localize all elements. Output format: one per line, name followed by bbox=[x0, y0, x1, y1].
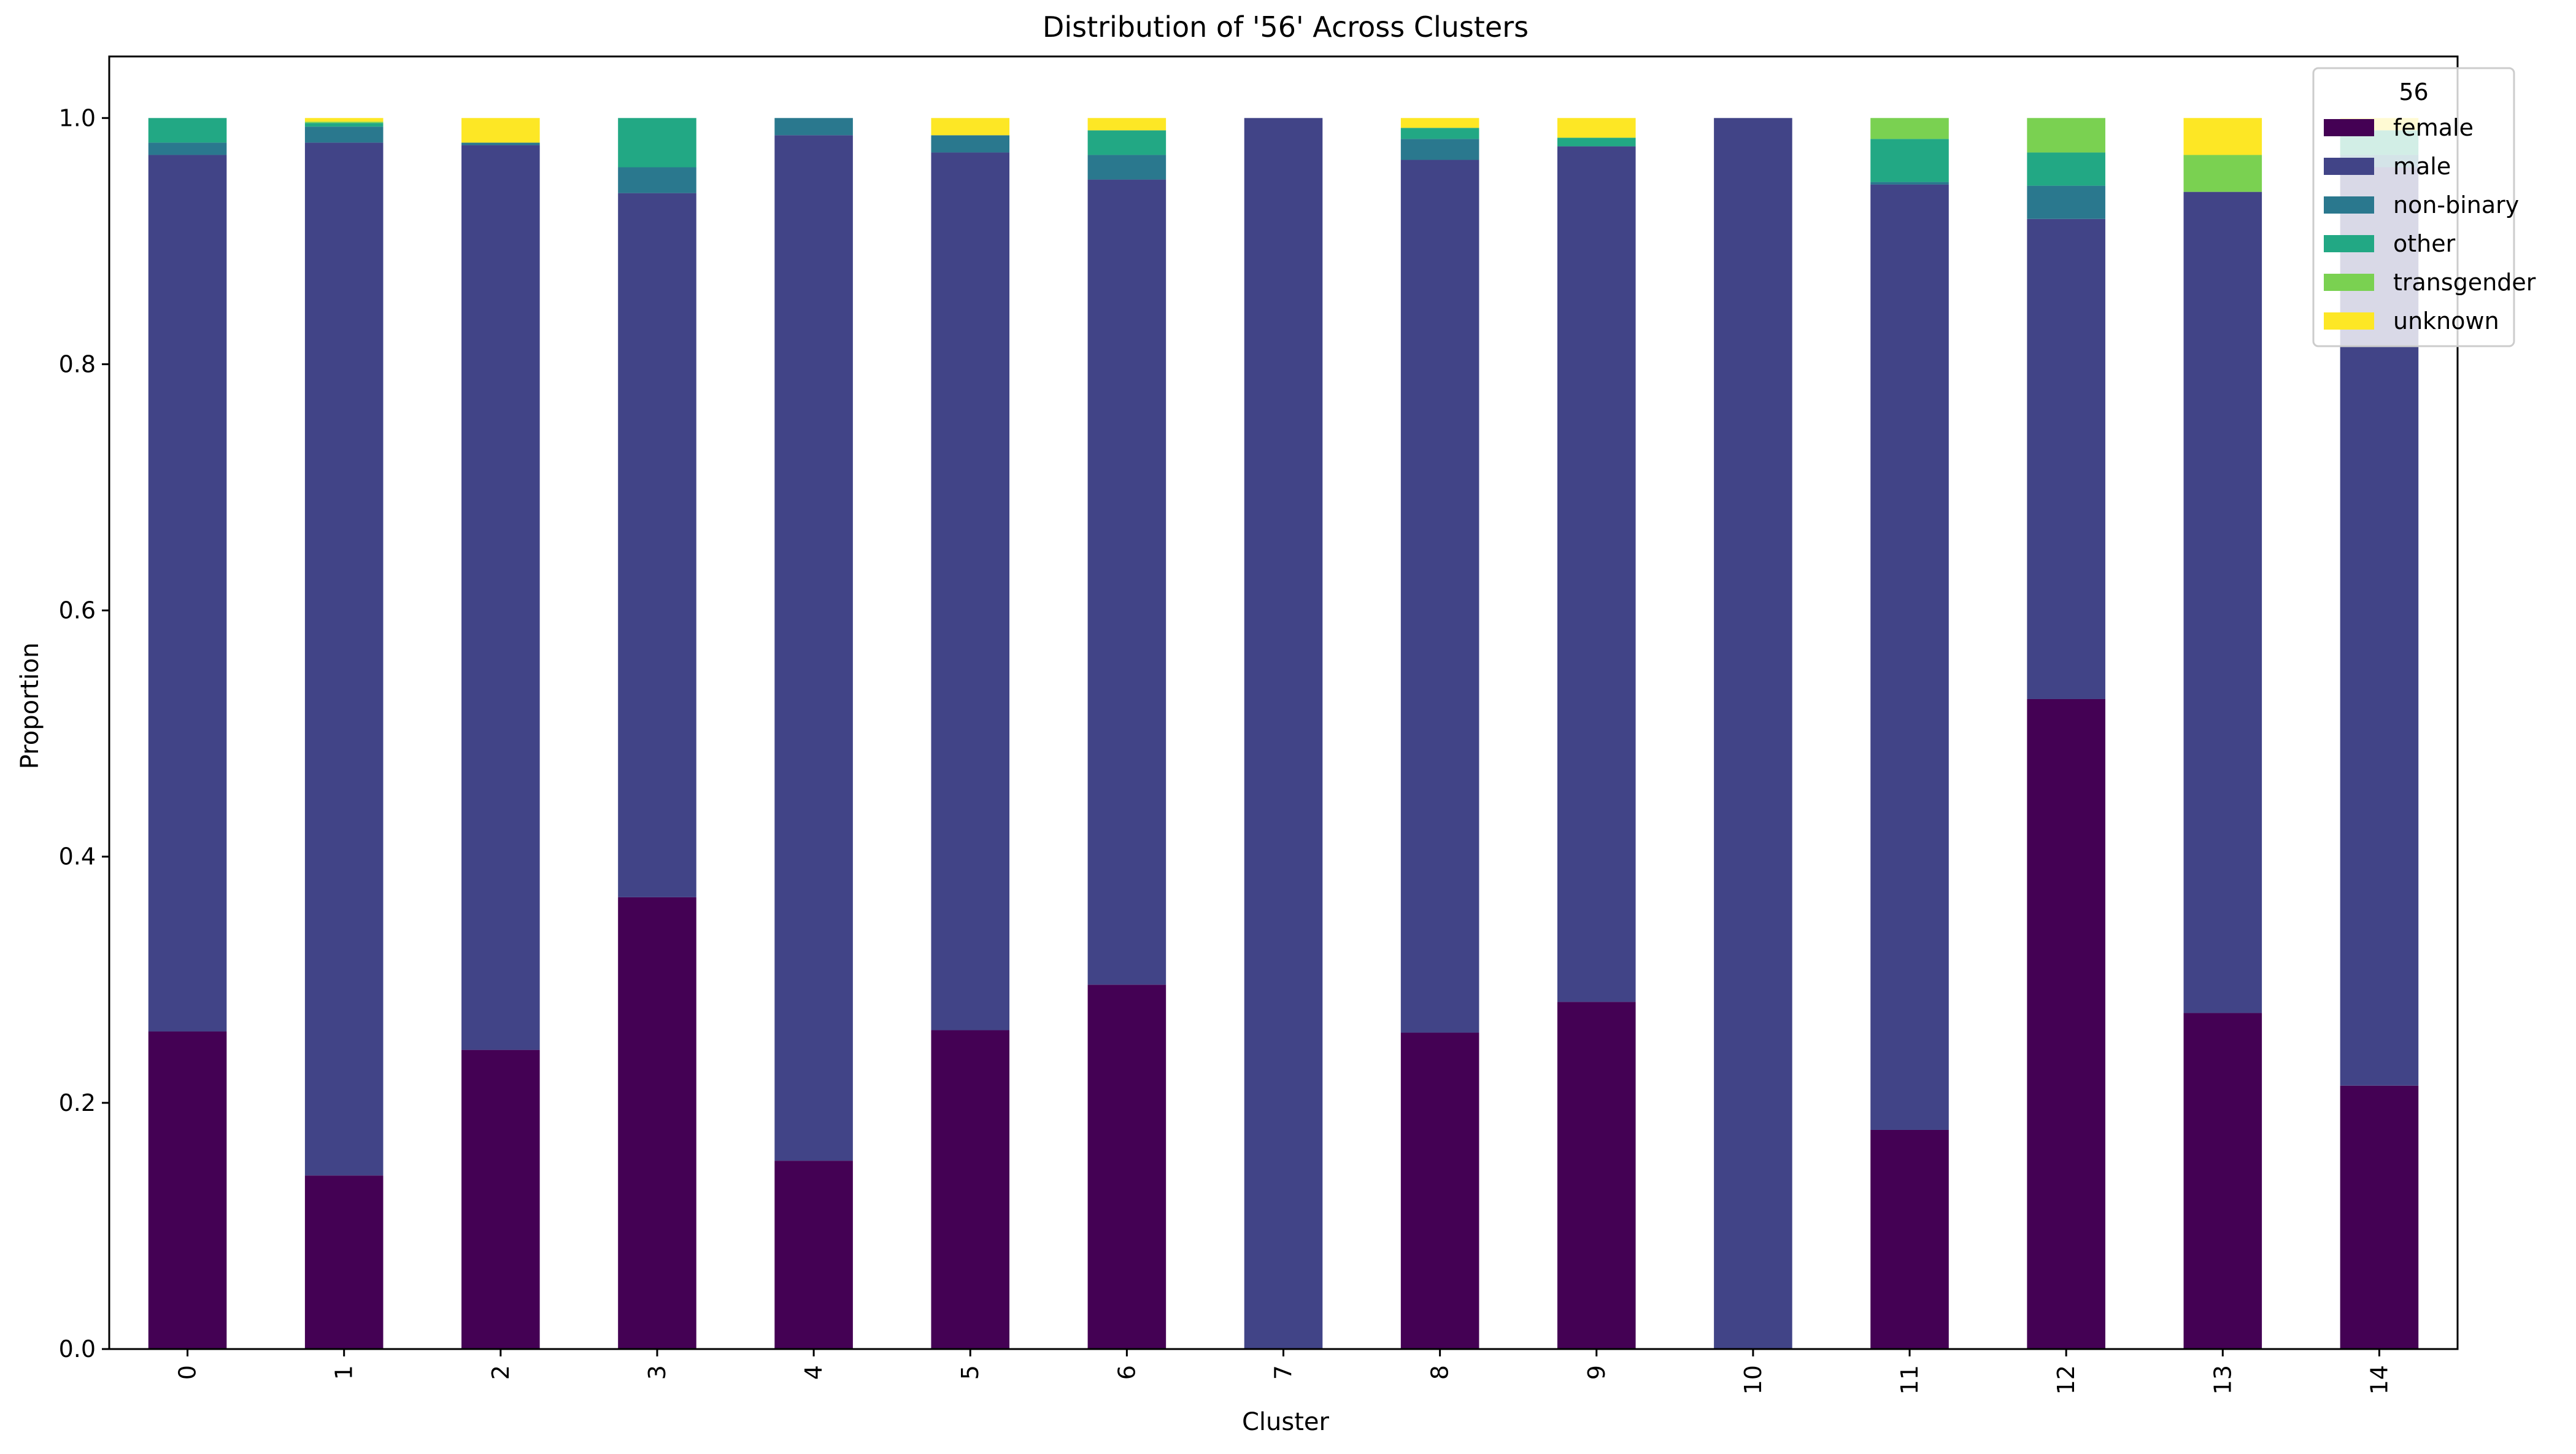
legend-title: 56 bbox=[2399, 79, 2428, 106]
x-tick-label: 10 bbox=[1740, 1365, 1767, 1394]
y-tick-label: 0.8 bbox=[59, 350, 96, 377]
bar-male-cluster-11 bbox=[1870, 184, 1949, 1130]
bar-other-cluster-6 bbox=[1087, 130, 1167, 155]
bar-other-cluster-11 bbox=[1870, 139, 1949, 182]
legend: 56 female male non-binary other transgender un… bbox=[2312, 67, 2536, 347]
bar-female-cluster-1 bbox=[304, 1175, 384, 1349]
bar-female-cluster-12 bbox=[2027, 698, 2105, 1349]
bar-female-cluster-13 bbox=[2183, 1013, 2262, 1349]
legend-swatch-unknown bbox=[2324, 312, 2374, 330]
bar-non-binary-cluster-5 bbox=[931, 135, 1010, 153]
bar-unknown-cluster-6 bbox=[1087, 118, 1167, 131]
bar-male-cluster-0 bbox=[148, 155, 227, 1032]
y-tick-label: 0.4 bbox=[59, 843, 96, 870]
x-tick-label: 6 bbox=[1113, 1365, 1140, 1380]
bar-female-cluster-11 bbox=[1870, 1129, 1949, 1349]
bar-non-binary-cluster-12 bbox=[2027, 185, 2105, 219]
legend-swatch-other bbox=[2324, 235, 2374, 252]
x-tick-label: 9 bbox=[1583, 1365, 1610, 1380]
bar-male-cluster-3 bbox=[618, 193, 696, 897]
bars-layer bbox=[148, 118, 2419, 1349]
x-axis-label: Cluster bbox=[1242, 1408, 1330, 1436]
bar-unknown-cluster-13 bbox=[2183, 118, 2262, 155]
legend-swatch-non-binary bbox=[2324, 196, 2374, 214]
x-tick-label: 7 bbox=[1270, 1365, 1297, 1380]
bar-unknown-cluster-5 bbox=[931, 118, 1010, 136]
bar-non-binary-cluster-4 bbox=[774, 118, 853, 136]
bar-non-binary-cluster-3 bbox=[618, 167, 696, 193]
bar-female-cluster-2 bbox=[461, 1050, 540, 1349]
bar-male-cluster-9 bbox=[1557, 146, 1636, 1002]
x-tick-label: 3 bbox=[644, 1365, 671, 1380]
bar-male-cluster-13 bbox=[2183, 191, 2262, 1013]
axes-layer: 0.00.20.40.60.81.00 1 2 3 4 5 6 7 8 9 10 11 12 13 14 bbox=[59, 55, 2459, 1394]
legend-swatch-transgender bbox=[2324, 274, 2374, 291]
bar-male-cluster-7 bbox=[1244, 118, 1323, 1349]
bar-female-cluster-6 bbox=[1087, 984, 1167, 1349]
legend-label-unknown: unknown bbox=[2393, 307, 2499, 334]
y-tick-label: 0.0 bbox=[59, 1336, 96, 1363]
y-tick-label: 0.2 bbox=[59, 1089, 96, 1116]
legend-label-non-binary: non-binary bbox=[2393, 191, 2519, 218]
x-tick-label: 5 bbox=[957, 1365, 984, 1380]
bar-male-cluster-5 bbox=[931, 152, 1010, 1031]
y-tick-label: 1.0 bbox=[59, 104, 96, 131]
bar-non-binary-cluster-6 bbox=[1087, 155, 1167, 180]
bar-female-cluster-4 bbox=[774, 1161, 853, 1349]
x-tick-label: 8 bbox=[1427, 1365, 1454, 1380]
bar-non-binary-cluster-0 bbox=[148, 142, 227, 155]
bar-other-cluster-1 bbox=[304, 123, 384, 127]
bar-female-cluster-9 bbox=[1557, 1002, 1636, 1349]
bar-unknown-cluster-8 bbox=[1400, 118, 1479, 128]
bar-female-cluster-5 bbox=[931, 1030, 1010, 1349]
bar-female-cluster-3 bbox=[618, 897, 696, 1349]
x-tick-label: 1 bbox=[331, 1365, 358, 1380]
legend-label-transgender: transgender bbox=[2393, 269, 2536, 296]
legend-swatch-female bbox=[2324, 119, 2374, 136]
bar-transgender-cluster-11 bbox=[1870, 118, 1949, 139]
bar-female-cluster-8 bbox=[1400, 1032, 1479, 1349]
bar-male-cluster-6 bbox=[1087, 179, 1167, 985]
bar-unknown-cluster-1 bbox=[304, 118, 384, 122]
x-tick-label: 4 bbox=[800, 1365, 827, 1380]
bar-male-cluster-2 bbox=[461, 145, 540, 1050]
bar-male-cluster-8 bbox=[1400, 160, 1479, 1033]
bar-non-binary-cluster-11 bbox=[1870, 182, 1949, 185]
legend-label-other: other bbox=[2393, 230, 2456, 257]
bar-other-cluster-12 bbox=[2027, 152, 2105, 186]
bar-male-cluster-1 bbox=[304, 142, 384, 1176]
bar-unknown-cluster-2 bbox=[461, 118, 540, 143]
bar-non-binary-cluster-8 bbox=[1400, 139, 1479, 160]
bar-transgender-cluster-1 bbox=[304, 122, 384, 123]
legend-swatch-male bbox=[2324, 158, 2374, 175]
bar-unknown-cluster-9 bbox=[1557, 118, 1636, 138]
x-tick-label: 11 bbox=[1896, 1365, 1923, 1394]
y-axis-label: Proportion bbox=[16, 643, 44, 769]
bar-other-cluster-0 bbox=[148, 118, 227, 143]
legend-label-male: male bbox=[2393, 153, 2451, 180]
bar-other-cluster-9 bbox=[1557, 137, 1636, 147]
x-tick-label: 14 bbox=[2366, 1365, 2393, 1394]
x-tick-label: 13 bbox=[2209, 1365, 2236, 1394]
chart-title: Distribution of '56' Across Clusters bbox=[1043, 10, 1529, 44]
bar-female-cluster-14 bbox=[2340, 1085, 2419, 1349]
bar-other-cluster-8 bbox=[1400, 128, 1479, 139]
legend-label-female: female bbox=[2393, 114, 2474, 141]
x-tick-label: 12 bbox=[2053, 1365, 2080, 1394]
bar-non-binary-cluster-1 bbox=[304, 126, 384, 143]
x-tick-label: 0 bbox=[174, 1365, 201, 1380]
bar-female-cluster-0 bbox=[148, 1031, 227, 1349]
bar-transgender-cluster-12 bbox=[2027, 118, 2105, 153]
x-tick-label: 2 bbox=[487, 1365, 514, 1380]
y-tick-label: 0.6 bbox=[59, 597, 96, 624]
bar-other-cluster-3 bbox=[618, 118, 696, 168]
bar-non-binary-cluster-2 bbox=[461, 142, 540, 145]
bar-male-cluster-10 bbox=[1714, 118, 1792, 1349]
bar-male-cluster-12 bbox=[2027, 218, 2105, 699]
bar-male-cluster-4 bbox=[774, 135, 853, 1161]
bar-transgender-cluster-13 bbox=[2183, 155, 2262, 192]
